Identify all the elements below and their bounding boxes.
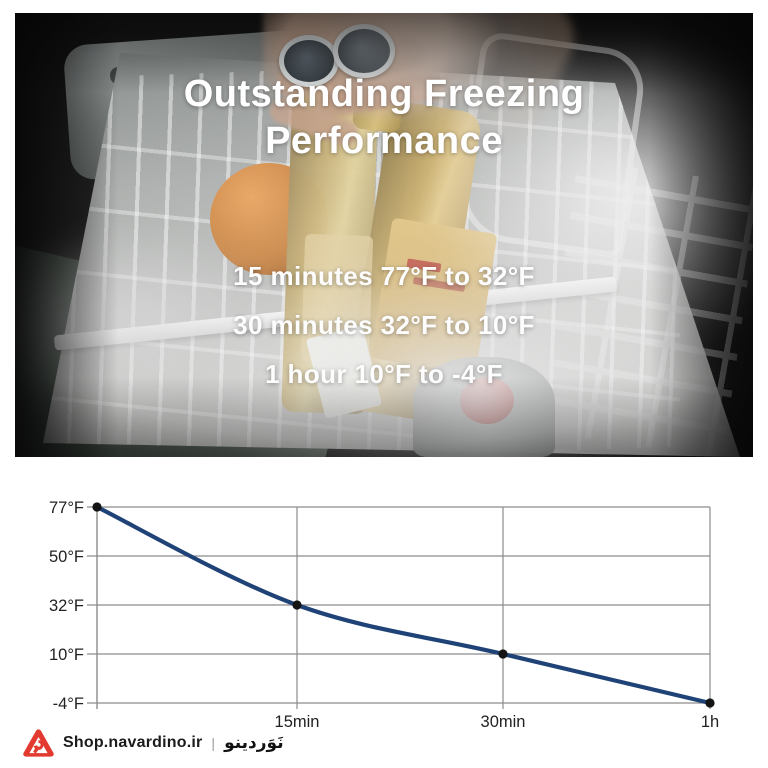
footer-watermark: Shop.navardino.ir | نَوَردینو bbox=[22, 723, 284, 763]
footer-separator: | bbox=[211, 735, 216, 751]
data-point-marker bbox=[292, 600, 302, 610]
hero-photo: Outstanding Freezing Performance 15 minu… bbox=[15, 13, 753, 457]
y-tick-label: 77°F bbox=[49, 499, 84, 517]
data-point-marker bbox=[705, 698, 715, 708]
footer-brand-farsi: نَوَردینو bbox=[224, 733, 284, 753]
x-tick-label: 15min bbox=[275, 713, 320, 731]
y-tick-label: 50°F bbox=[49, 548, 84, 566]
hero-stats: 15 minutes 77°F to 32°F 30 minutes 32°F … bbox=[15, 252, 753, 399]
temperature-line-chart: 77°F 50°F 32°F 10°F -4°F 15min 30min 1h bbox=[49, 499, 719, 731]
x-tick-label: 1h bbox=[701, 713, 719, 731]
hero-title-line2: Performance bbox=[265, 120, 503, 162]
y-tick-label: 10°F bbox=[49, 646, 84, 664]
x-tick-label: 30min bbox=[481, 713, 526, 731]
navardino-logo-icon bbox=[23, 728, 54, 757]
hero-title-line1: Outstanding Freezing bbox=[183, 73, 585, 115]
y-tick-label: 32°F bbox=[49, 597, 84, 615]
footer-site-url: Shop.navardino.ir bbox=[63, 734, 203, 751]
hero-title: Outstanding Freezing Performance bbox=[15, 71, 753, 165]
stat-line-30min: 30 minutes 32°F to 10°F bbox=[233, 310, 535, 340]
temperature-curve bbox=[94, 504, 713, 706]
data-point-marker bbox=[92, 502, 102, 512]
stat-line-1hour: 1 hour 10°F to -4°F bbox=[265, 359, 503, 389]
data-point-marker bbox=[498, 649, 508, 659]
y-tick-label: -4°F bbox=[53, 695, 84, 713]
vignette-overlay bbox=[15, 13, 753, 457]
stat-line-15min: 15 minutes 77°F to 32°F bbox=[233, 261, 535, 291]
